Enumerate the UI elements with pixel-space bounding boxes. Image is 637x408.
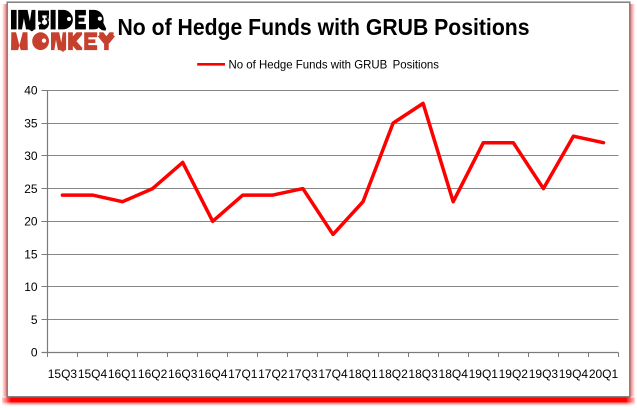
svg-text:20Q1: 20Q1 [589, 367, 619, 381]
svg-text:19Q1: 19Q1 [469, 367, 499, 381]
svg-text:16Q1: 16Q1 [108, 367, 138, 381]
svg-text:17Q3: 17Q3 [288, 367, 318, 381]
svg-text:19Q4: 19Q4 [559, 367, 589, 381]
svg-text:30: 30 [24, 149, 38, 163]
svg-text:17Q1: 17Q1 [228, 367, 258, 381]
svg-text:15: 15 [24, 247, 38, 261]
svg-text:No of Hedge Funds with GRUB P: No of Hedge Funds with GRUB Positions [229, 57, 440, 71]
svg-text:17Q4: 17Q4 [318, 367, 348, 381]
svg-text:16Q4: 16Q4 [198, 367, 228, 381]
svg-text:No of Hedge Funds with GRUB Po: No of Hedge Funds with GRUB Positions [118, 14, 530, 40]
svg-text:16Q3: 16Q3 [168, 367, 198, 381]
svg-text:18Q2: 18Q2 [378, 367, 408, 381]
svg-text:0: 0 [31, 346, 38, 360]
svg-text:15Q3: 15Q3 [48, 367, 78, 381]
svg-text:18Q1: 18Q1 [348, 367, 378, 381]
svg-text:5: 5 [31, 313, 38, 327]
svg-text:19Q3: 19Q3 [529, 367, 559, 381]
svg-text:15Q4: 15Q4 [78, 367, 108, 381]
svg-text:25: 25 [24, 182, 38, 196]
svg-text:17Q2: 17Q2 [258, 367, 288, 381]
svg-text:19Q2: 19Q2 [499, 367, 529, 381]
svg-text:10: 10 [24, 280, 38, 294]
svg-text:35: 35 [24, 116, 38, 130]
svg-text:18Q4: 18Q4 [439, 367, 469, 381]
svg-text:20: 20 [24, 215, 38, 229]
svg-text:18Q3: 18Q3 [408, 367, 438, 381]
svg-text:16Q2: 16Q2 [138, 367, 168, 381]
svg-text:40: 40 [24, 84, 38, 98]
